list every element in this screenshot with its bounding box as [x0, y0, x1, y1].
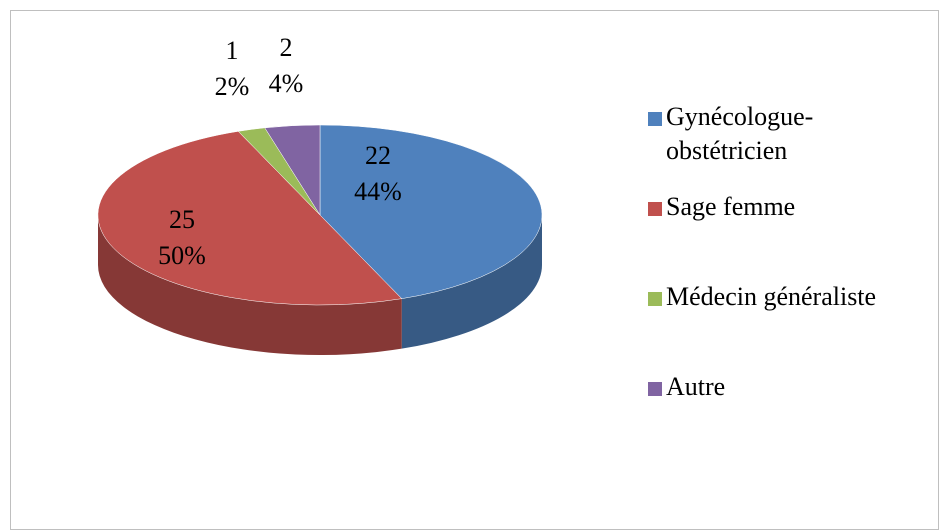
pie-area: 22 44% 25 50% 1 2% 2 4% [97, 33, 543, 355]
data-label-value: 1 [226, 36, 239, 65]
data-label-value: 2 [280, 33, 293, 62]
legend-label: Gynécologue-obstétricien [666, 102, 814, 165]
pie-side [401, 215, 542, 349]
legend-item: Sage femme [648, 190, 938, 280]
pie-side [98, 215, 402, 355]
legend-label: Médecin généraliste [666, 282, 877, 311]
legend-swatch [648, 112, 662, 126]
legend-label: Sage femme [666, 192, 796, 221]
data-label-value: 22 [365, 141, 391, 170]
pie-slice [319, 124, 543, 299]
data-label-percent: 50% [158, 241, 206, 270]
data-label-percent: 4% [269, 69, 304, 98]
data-label-percent: 2% [215, 72, 250, 101]
legend-swatch [648, 382, 662, 396]
legend-item: Gynécologue-obstétricien [648, 100, 938, 190]
legend-swatch [648, 292, 662, 306]
legend-item: Autre [648, 370, 938, 460]
data-label-percent: 44% [354, 177, 402, 206]
pie-slice [264, 124, 321, 216]
legend-item: Médecin généraliste [648, 280, 938, 370]
chart: 22 44% 25 50% 1 2% 2 4% Gynécologue-obstétricie… [10, 10, 939, 530]
legend-swatch [648, 202, 662, 216]
legend: Gynécologue-obstétricien Sage femme Médeci… [648, 100, 938, 460]
data-label-value: 25 [169, 205, 195, 234]
pie-slice [97, 131, 403, 306]
legend-label: Autre [666, 372, 726, 401]
